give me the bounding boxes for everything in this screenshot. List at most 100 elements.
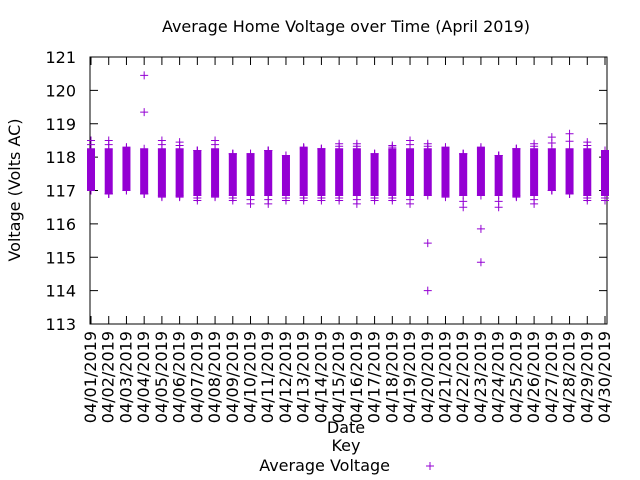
data-point [423,142,432,151]
x-tick-label: 04/27/2019 [542,331,561,423]
data-point [140,108,149,117]
y-tick-label: 116 [45,215,76,234]
data-point [87,186,95,195]
data-point [565,144,574,153]
data-point [476,143,485,152]
x-tick-label: 04/28/2019 [560,331,579,423]
data-series [87,71,609,295]
x-tick-label: 04/30/2019 [595,331,614,423]
data-point [335,194,344,203]
data-point [281,151,290,160]
day-readings [583,138,592,205]
data-point [423,191,432,200]
data-point [406,195,415,204]
reading-band [317,148,326,196]
x-tick-label: 04/04/2019 [134,331,153,423]
data-point [175,141,184,150]
reading-band [406,148,415,196]
x-tick-label: 04/17/2019 [365,331,384,423]
legend-entry-label: Average Voltage [259,456,390,475]
data-point [370,194,379,203]
data-point [547,186,556,195]
reading-band [175,148,184,196]
reading-band [370,153,379,196]
data-point [388,143,397,152]
day-readings [459,149,468,212]
data-point [512,192,521,201]
reading-band [157,148,166,196]
x-axis: 04/01/201904/02/201904/03/201904/04/2019… [81,57,614,423]
day-readings [512,144,521,202]
y-tick-label: 119 [45,115,76,134]
x-tick-label: 04/06/2019 [170,331,189,423]
data-point [441,192,450,201]
day-readings [175,138,184,202]
y-tick-label: 118 [45,148,76,167]
day-readings [228,149,237,205]
day-readings [530,139,539,208]
reading-band [494,155,503,196]
reading-band [264,150,273,196]
data-point [547,138,556,147]
reading-band [193,150,202,196]
day-readings [157,136,166,202]
x-tick-label: 04/08/2019 [205,331,224,423]
x-tick-label: 04/29/2019 [577,331,596,423]
x-tick-label: 04/15/2019 [329,331,348,423]
data-point [530,195,539,204]
x-tick-label: 04/12/2019 [276,331,295,423]
day-readings [299,143,308,205]
data-point [157,192,166,201]
x-tick-label: 04/16/2019 [347,331,366,423]
day-readings [104,136,113,198]
reading-band [512,148,521,196]
data-point [87,140,95,149]
x-tick-label: 04/14/2019 [311,331,330,423]
data-point [476,224,485,233]
x-tick-label: 04/26/2019 [524,331,543,423]
data-point [441,143,450,152]
reading-band [459,153,468,196]
day-readings [547,133,556,195]
x-tick-label: 04/24/2019 [489,331,508,423]
data-point [140,189,149,198]
y-axis-label: Voltage (Volts AC) [5,118,24,261]
data-point [406,140,415,149]
data-point [228,194,237,203]
reading-band [122,148,131,191]
data-point [140,144,149,153]
data-point [423,286,432,295]
data-point [459,197,468,206]
x-tick-label: 04/20/2019 [418,331,437,423]
data-point [388,194,397,203]
day-readings [281,151,290,205]
reading-band [530,148,539,196]
day-readings [565,129,574,198]
data-point [601,146,609,155]
x-tick-label: 04/02/2019 [99,331,118,423]
data-point [494,151,503,160]
y-tick-label: 113 [45,315,76,334]
x-tick-label: 04/18/2019 [382,331,401,423]
reading-band [601,150,609,196]
reading-band [547,148,556,191]
reading-band [583,148,592,196]
x-tick-label: 04/09/2019 [223,331,242,423]
x-tick-label: 04/25/2019 [506,331,525,423]
reading-band [104,148,113,194]
day-readings [122,143,131,195]
data-point [104,140,113,149]
data-point [423,239,432,248]
day-readings [601,146,609,205]
reading-band [565,148,574,194]
y-axis: 113 114 115 116 117 118 119 120 121 [45,48,607,334]
day-readings [264,146,273,208]
reading-band [476,148,485,196]
x-tick-label: 04/22/2019 [453,331,472,423]
data-point [352,142,361,151]
y-tick-label: 115 [45,248,76,267]
x-tick-label: 04/13/2019 [294,331,313,423]
x-tick-label: 04/03/2019 [116,331,135,423]
